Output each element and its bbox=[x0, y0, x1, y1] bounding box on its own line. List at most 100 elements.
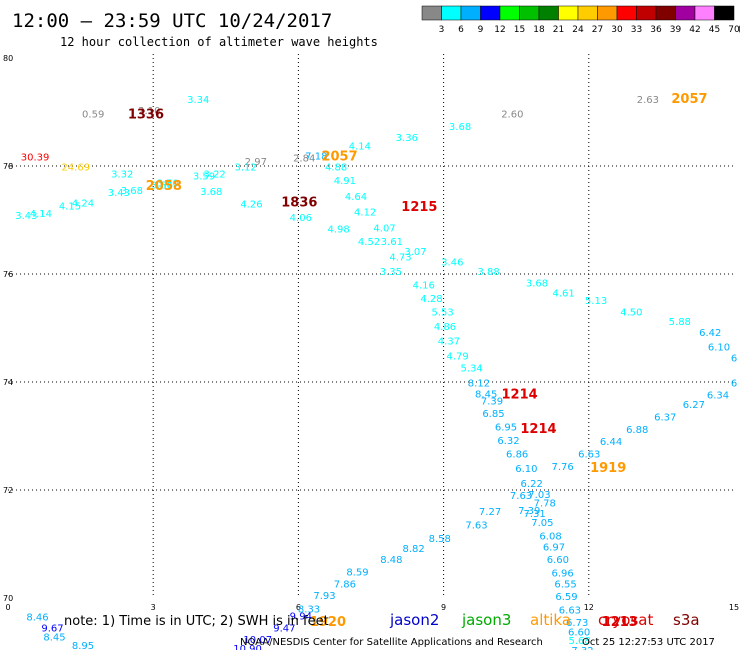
swh-value: 4.07 bbox=[373, 223, 395, 234]
swh-value: 3.07 bbox=[404, 247, 426, 258]
scale-swatch bbox=[714, 5, 735, 21]
swh-value: 10.07 bbox=[243, 635, 272, 646]
swh-value: 6.27 bbox=[683, 400, 705, 411]
scale-label: 39 bbox=[670, 25, 682, 35]
swh-value: 5.88 bbox=[669, 317, 691, 328]
satellite-legend-jason2: jason2 bbox=[389, 611, 439, 629]
swh-value: 9.67 bbox=[41, 623, 63, 634]
scale-label: 3 bbox=[439, 25, 445, 35]
swh-value: 2.97 bbox=[245, 157, 267, 168]
swh-value: 5.34 bbox=[461, 364, 483, 375]
swh-value: 7.93 bbox=[313, 591, 335, 602]
scale-label: 30 bbox=[611, 25, 623, 35]
satellite-legend-jason3: jason3 bbox=[461, 611, 511, 629]
pass-time-label: 1214 bbox=[520, 422, 556, 437]
swh-value: 7.39 bbox=[518, 506, 540, 517]
swh-value: 8.12 bbox=[468, 378, 490, 389]
scale-swatch bbox=[441, 5, 462, 21]
pass-time-label: 1920 bbox=[310, 615, 346, 630]
swh-value: 6.60 bbox=[547, 555, 569, 566]
footer-org: NOAA/NESDIS Center for Satellite Applica… bbox=[240, 637, 543, 648]
scale-label: 36 bbox=[650, 25, 662, 35]
swh-value: 3.88 bbox=[477, 267, 499, 278]
pass-time-label: 1919 bbox=[590, 461, 626, 476]
swh-value: 4.14 bbox=[30, 209, 52, 220]
swh-value: 7.63 bbox=[465, 520, 487, 531]
swh-value: 2.60 bbox=[501, 109, 523, 120]
scale-label: 12 bbox=[494, 25, 505, 35]
swh-value: 3.66 bbox=[151, 181, 173, 192]
swh-value: 3.12 bbox=[235, 162, 257, 173]
swh-value: 3.68 bbox=[526, 278, 548, 289]
swh-value: 6.95 bbox=[495, 423, 517, 434]
swh-value: 3.68 bbox=[200, 187, 222, 198]
swh-value: 8.45 bbox=[475, 390, 497, 401]
pass-time-label: 2057 bbox=[671, 92, 707, 107]
swh-value: 9.94 bbox=[290, 612, 312, 623]
scale-label: 27 bbox=[592, 25, 603, 35]
swh-value: 6.44 bbox=[600, 437, 622, 448]
swh-value: 6.59 bbox=[555, 592, 577, 603]
swh-value: 8.82 bbox=[402, 544, 424, 555]
pass-time-label: 1213 bbox=[602, 615, 638, 630]
scale-swatch bbox=[460, 5, 481, 21]
swh-value: 4.79 bbox=[447, 351, 469, 362]
swh-value: 4.61 bbox=[552, 289, 574, 300]
swh-value: 8.59 bbox=[346, 567, 368, 578]
scale-label: 33 bbox=[631, 25, 642, 35]
swh-value: 7.63 bbox=[510, 491, 532, 502]
swh-value: 6.96 bbox=[552, 568, 574, 579]
swh-value: 4.64 bbox=[345, 192, 367, 203]
y-tick-label: 74 bbox=[3, 378, 13, 387]
pass-time-label: 1214 bbox=[501, 388, 537, 403]
scale-label: 6 bbox=[458, 25, 464, 35]
scale-swatch bbox=[675, 5, 696, 21]
swh-value: 30.39 bbox=[21, 153, 50, 164]
swh-value: 3.34 bbox=[187, 95, 209, 106]
swh-value: 3.32 bbox=[111, 169, 133, 180]
satellite-legend-altika: altika bbox=[530, 611, 571, 629]
x-tick-label: 9 bbox=[441, 603, 446, 612]
x-tick-label: 6 bbox=[296, 603, 301, 612]
swh-value: 6.85 bbox=[482, 409, 504, 420]
scale-label: 15 bbox=[514, 25, 525, 35]
swh-value: 3.68 bbox=[449, 122, 471, 133]
swh-value: 6.22 bbox=[521, 479, 543, 490]
swh-value: 6 bbox=[731, 353, 737, 364]
swh-value: 6 bbox=[731, 378, 737, 389]
scale-swatch bbox=[597, 5, 618, 21]
scale-label: 24 bbox=[572, 25, 584, 35]
scale-swatch bbox=[538, 5, 559, 21]
pass-time-label: 2058 bbox=[146, 179, 182, 194]
swh-value: 4.88 bbox=[325, 162, 347, 173]
swh-value: 6.37 bbox=[654, 412, 676, 423]
scale-label: 42 bbox=[689, 25, 700, 35]
swh-value: 10.90 bbox=[233, 644, 262, 650]
swh-value: 24.69 bbox=[61, 162, 90, 173]
swh-value: 6.55 bbox=[554, 580, 576, 591]
swh-value: 7.05 bbox=[531, 518, 553, 529]
footer-timestamp: Oct 25 12:27:53 UTC 2017 bbox=[582, 637, 715, 648]
y-tick-label: 78 bbox=[3, 162, 13, 171]
swh-value: 3.46 bbox=[441, 257, 463, 268]
swh-value: 6.63 bbox=[578, 450, 600, 461]
swh-value: 8.58 bbox=[429, 534, 451, 545]
swh-value: 4.26 bbox=[240, 200, 262, 211]
scale-swatch bbox=[694, 5, 715, 21]
swh-value: 3.61 bbox=[381, 237, 403, 248]
swh-value: 4.37 bbox=[438, 337, 460, 348]
satellite-legend-s3a: s3a bbox=[673, 611, 700, 629]
swh-value: 7.39 bbox=[481, 397, 503, 408]
swh-value: 7.86 bbox=[334, 580, 356, 591]
swh-value: 3.35 bbox=[380, 267, 402, 278]
swh-value: 8.46 bbox=[26, 613, 48, 624]
swh-value: 7.27 bbox=[479, 507, 501, 518]
scale-swatch bbox=[616, 5, 637, 21]
swh-values: 3.34 2.10 0.59 2.63 2.60 3.68 3.36 4.14 2.847.18… bbox=[15, 95, 737, 650]
swh-value: 6.97 bbox=[543, 542, 565, 553]
swh-value: 3.68 bbox=[121, 186, 143, 197]
swh-value: 2.63 bbox=[637, 95, 659, 106]
scale-label: 21 bbox=[553, 25, 564, 35]
